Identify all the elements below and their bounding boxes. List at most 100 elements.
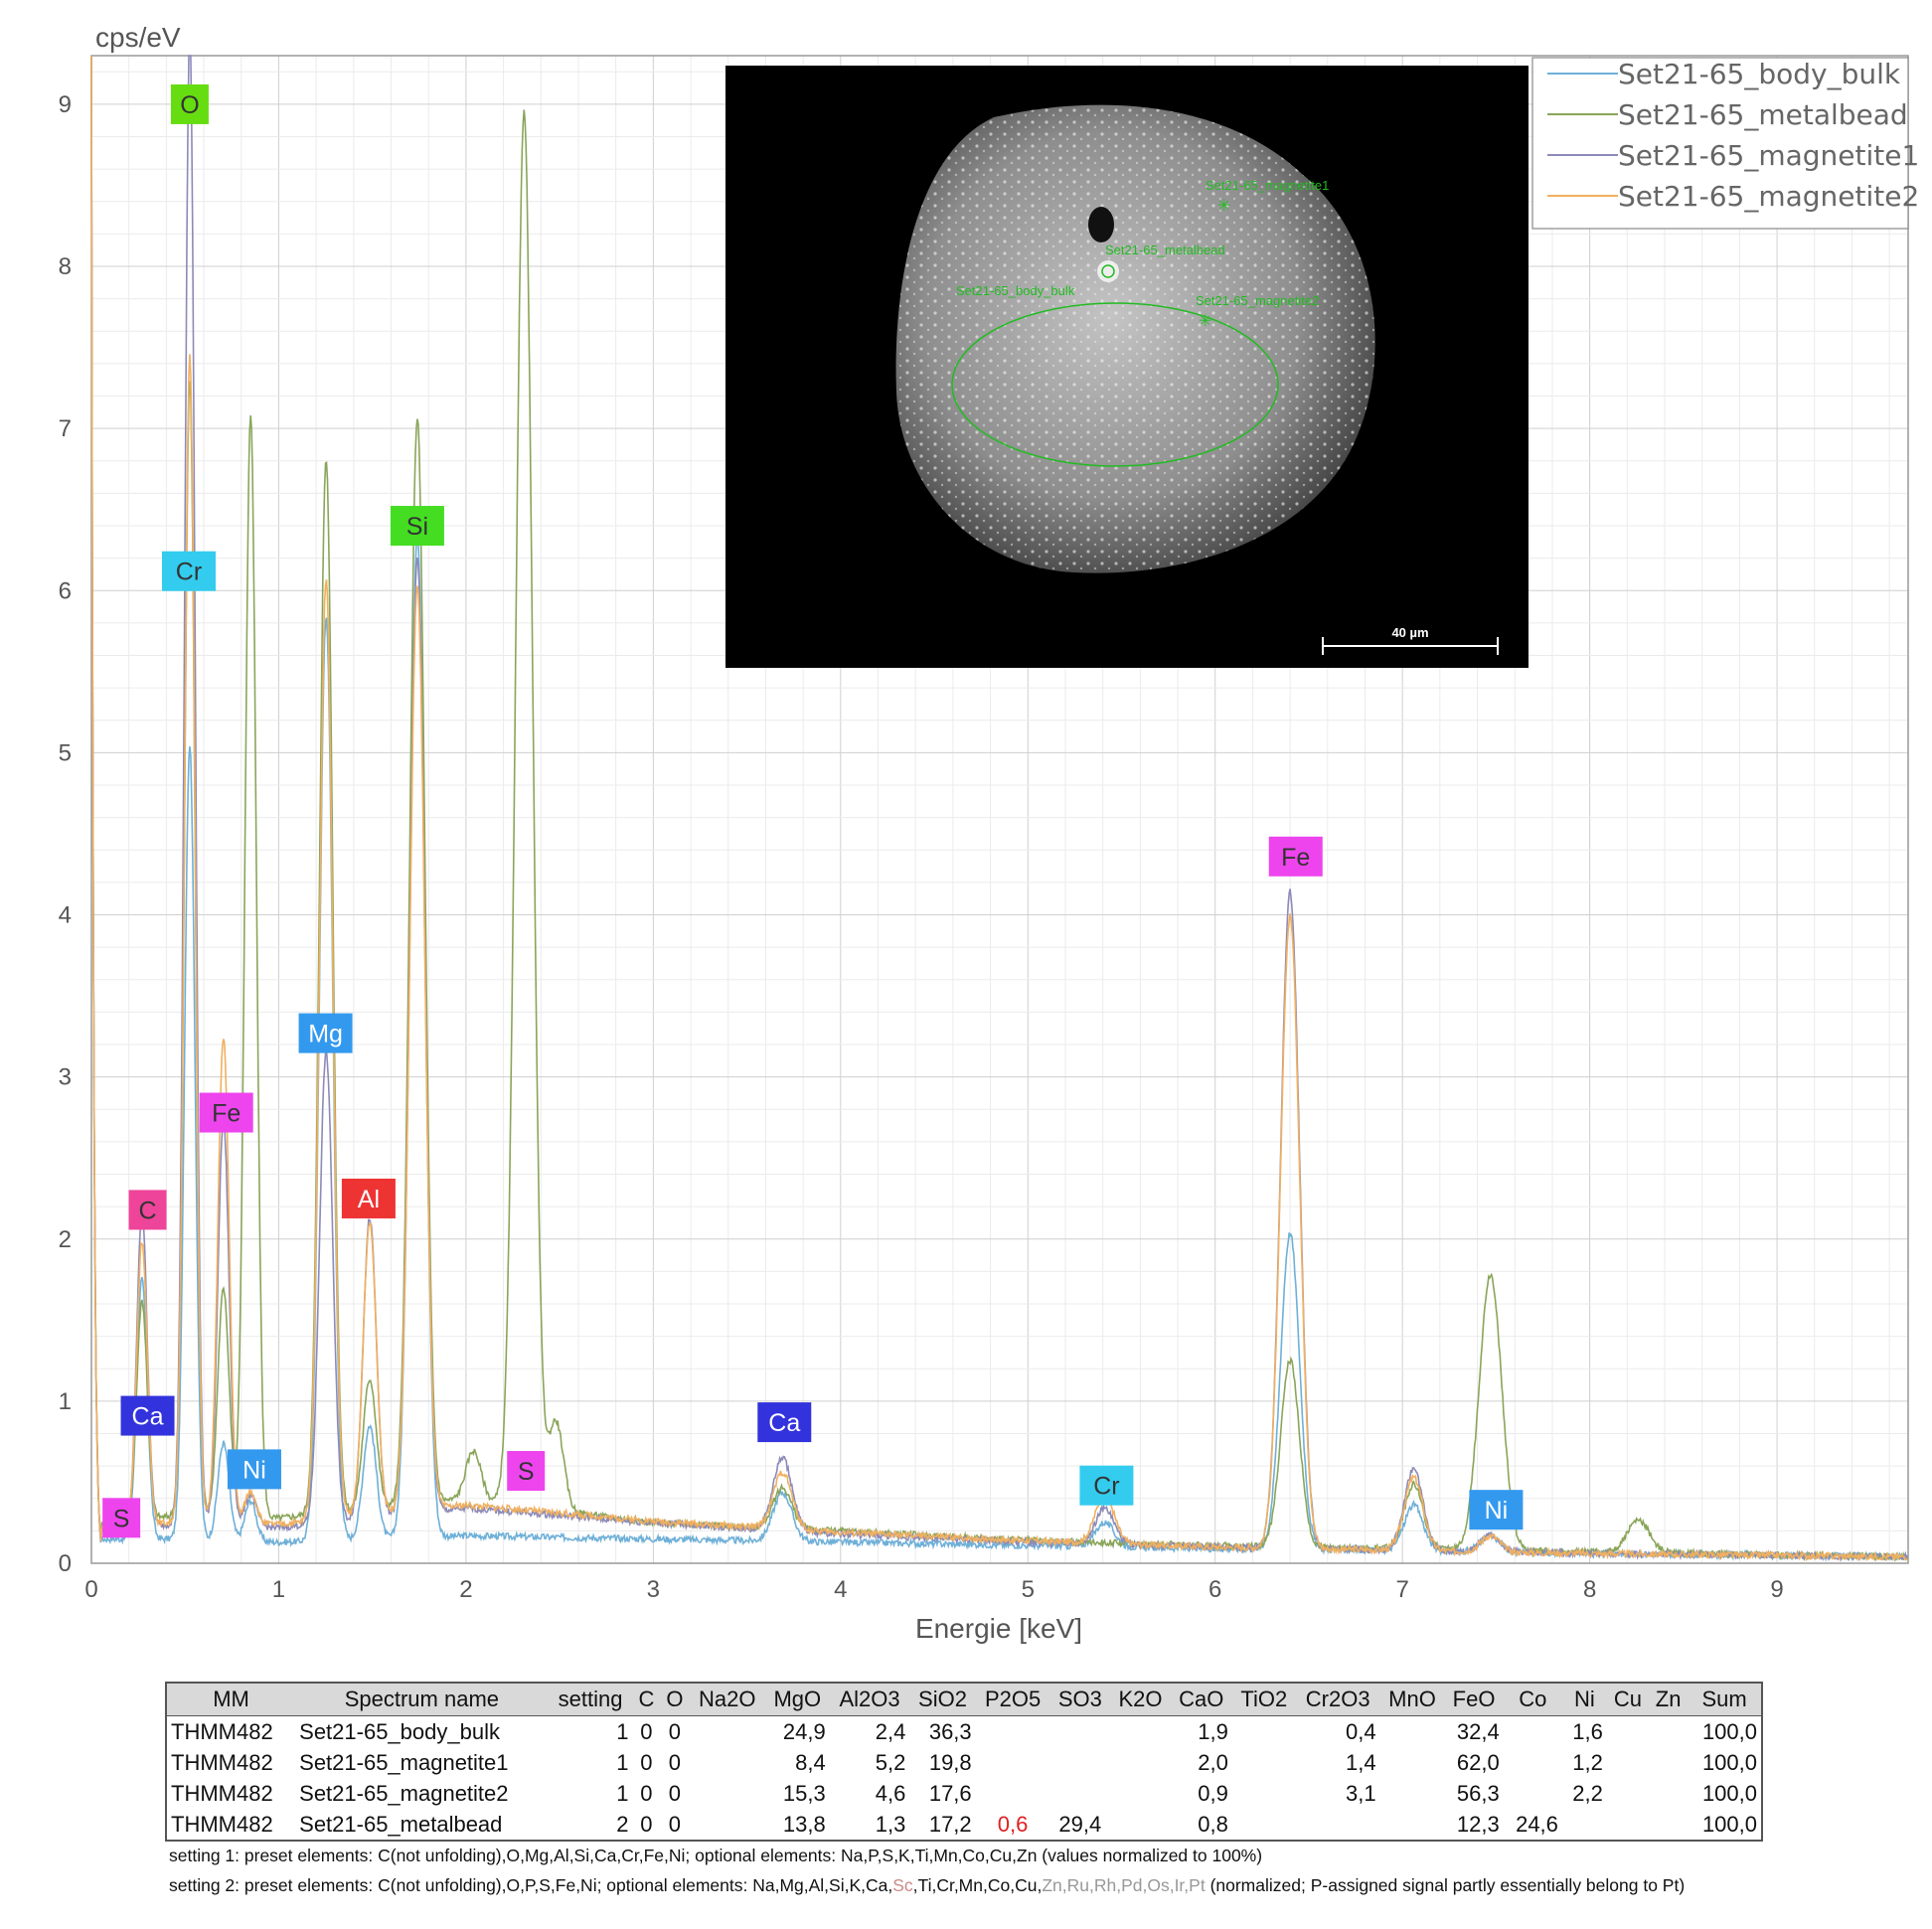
table-cell [690,1716,765,1748]
x-tick-label: 0 [84,1576,97,1603]
sem-label-magnetite2: Set21-65_magnetite2 [1196,293,1319,308]
x-tick-label: 5 [1022,1576,1035,1603]
table-header-cell: MgO [764,1683,830,1716]
table-cell [1380,1809,1445,1841]
table-cell: 1 [616,1780,629,1806]
element-label: Cr [1093,1473,1119,1501]
element-label: Al [358,1186,380,1213]
x-tick-label: 9 [1770,1576,1783,1603]
table-cell [1504,1747,1562,1778]
table-header-cell: Ni [1561,1683,1607,1716]
y-tick-label: 5 [59,739,72,766]
table-cell: 0,8 [1198,1811,1228,1837]
x-tick-label: 6 [1208,1576,1221,1603]
element-labels: O Cr Si Mg Fe C Al Ca Ni S S Ca Cr Fe Ni [102,83,1524,1538]
table-cell: THMM482 [171,1749,273,1775]
table-cell: 0 [668,1749,682,1775]
element-label: Fe [1281,844,1310,872]
table-cell: 24,6 [1516,1811,1558,1837]
element-label-box [161,551,216,591]
table-cell: 2,0 [1198,1749,1228,1775]
legend-item-label: Set21-65_body_bulk [1618,58,1901,90]
note-setting-2-part-b: ,Ti,Cr,Mn,Co,Cu, [912,1875,1043,1895]
table-cell: 4,6 [875,1780,906,1806]
table-cell: 3,1 [1345,1780,1376,1806]
table-cell: 2,2 [1572,1780,1603,1806]
note-setting-2-part-c: (normalized; P-assigned signal partly es… [1205,1875,1686,1895]
x-tick-label: 2 [459,1576,472,1603]
y-tick-label: 7 [59,415,72,442]
element-label-box [102,1498,141,1538]
element-label-box [199,1092,253,1133]
table-cell [1607,1778,1649,1809]
table-cell: 62,0 [1456,1749,1500,1775]
table-cell [1649,1809,1688,1841]
legend-item-label: Set21-65_magnetite2 [1618,180,1919,213]
element-label: C [139,1197,157,1224]
table-cell: THMM482 [171,1718,273,1744]
table-cell [1110,1778,1171,1809]
note-setting-2-part-a: setting 2: preset elements: C(not unfold… [169,1875,893,1895]
eds-spectrum-chart: 0 1 2 3 4 5 6 7 8 9 0 1 2 3 4 5 6 7 8 9 cps/eV Energie [ke… [59,22,1920,1644]
table-cell: 100,0 [1701,1811,1757,1837]
table-cell: 0,6 [997,1811,1029,1837]
element-label: S [518,1458,535,1486]
table-cell [1232,1747,1296,1778]
element-label-box [227,1449,281,1490]
element-label: Ca [132,1403,164,1431]
table-cell [1110,1716,1171,1748]
x-axis-ticks: 0 1 2 3 4 5 6 7 8 9 [84,1576,1783,1603]
series-line-Set21-65_magnetite2 [90,55,1908,1562]
table-cell: 1 [616,1749,629,1775]
table-cell [1296,1809,1380,1841]
table-cell [1380,1778,1445,1809]
x-axis-title: Energie [keV] [915,1613,1082,1644]
table-cell: 1 [616,1718,629,1744]
table-header-cell: SiO2 [909,1683,976,1716]
table-cell [1050,1747,1111,1778]
element-label-box [1268,836,1323,877]
x-tick-label: 8 [1583,1576,1596,1603]
element-label: S [113,1505,130,1532]
table-header-cell: Al2O3 [829,1683,910,1716]
table-cell: Set21-65_magnetite2 [299,1780,509,1806]
table-cell [1110,1747,1171,1778]
table-header-cell: FeO [1444,1683,1504,1716]
table-cell [976,1778,1050,1809]
table-header-cell: setting [548,1683,633,1716]
table-cell [1050,1716,1111,1748]
element-label-box [298,1013,353,1053]
element-label-box [120,1395,175,1436]
element-label-box [1079,1465,1134,1506]
sem-label-body-bulk: Set21-65_body_bulk [956,283,1075,298]
element-label-box [128,1190,167,1230]
x-tick-label: 7 [1395,1576,1408,1603]
table-cell [1562,1809,1607,1841]
y-tick-label: 2 [59,1226,72,1253]
table-cell: 0 [640,1718,653,1744]
x-tick-label: 3 [647,1576,660,1603]
table-cell [1050,1778,1111,1809]
table-cell [1504,1778,1562,1809]
table-header-cell: O [660,1683,690,1716]
note-setting-2: setting 2: preset elements: C(not unfold… [169,1875,1685,1896]
table-cell [1380,1747,1445,1778]
table-row: THMM482 Set21-65_body_bulk 1 0 0 24,9 2,4 36,3 1… [166,1716,1762,1748]
table-cell [1232,1809,1296,1841]
note-setting-1-text: setting 1: preset elements: C(not unfold… [169,1846,1263,1865]
table-cell: 0,4 [1345,1718,1376,1744]
table-cell: 100,0 [1701,1780,1757,1806]
table-cell [1504,1716,1562,1748]
body-bulk-region [951,302,1279,467]
table-row: THMM482 Set21-65_metalbead 2 0 0 13,8 1,3 17,2 0… [166,1809,1762,1841]
table-header-cell: Na2O [689,1683,765,1716]
table-cell [1607,1809,1649,1841]
table-cell: 32,4 [1456,1718,1500,1744]
table-cell [1232,1716,1296,1748]
table-cell [1110,1809,1171,1841]
table-cell: 1,6 [1572,1718,1603,1744]
table-cell [690,1778,765,1809]
table-header-cell: K2O [1110,1683,1171,1716]
composition-table: MM Spectrum name setting C O Na2O MgO Al2O3 SiO2… [165,1682,1763,1842]
y-tick-label: 0 [59,1550,72,1577]
